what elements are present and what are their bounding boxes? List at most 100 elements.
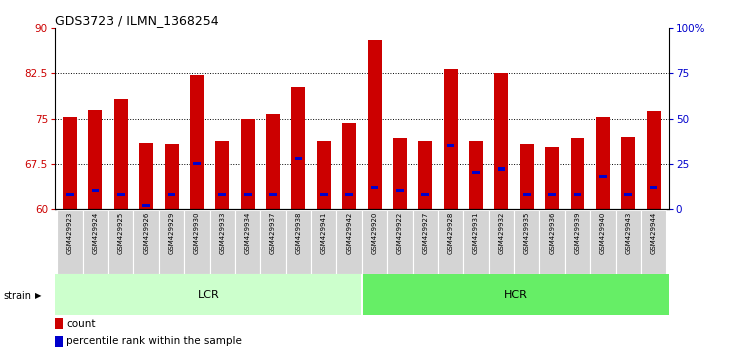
Text: GSM429935: GSM429935 — [524, 211, 530, 254]
Bar — [393, 138, 407, 209]
Bar — [108, 210, 134, 274]
Bar — [240, 119, 254, 209]
Text: LCR: LCR — [197, 290, 219, 300]
Bar — [494, 74, 508, 209]
Text: GSM429931: GSM429931 — [473, 211, 479, 254]
Bar — [387, 210, 412, 274]
Bar — [616, 210, 641, 274]
Bar — [269, 193, 277, 196]
Bar — [472, 171, 480, 175]
Text: GSM429923: GSM429923 — [67, 211, 73, 254]
Bar — [463, 210, 489, 274]
Bar — [260, 210, 286, 274]
Bar — [164, 144, 178, 209]
Bar — [596, 118, 610, 209]
Bar — [498, 167, 505, 171]
Bar — [83, 210, 108, 274]
Bar — [266, 114, 280, 209]
Bar — [134, 210, 159, 274]
Bar — [523, 193, 531, 196]
Text: GSM429939: GSM429939 — [575, 211, 580, 254]
Bar — [190, 75, 204, 209]
Text: GSM429943: GSM429943 — [625, 211, 632, 254]
Bar — [371, 185, 379, 189]
Text: count: count — [66, 319, 95, 329]
Bar — [286, 210, 311, 274]
Bar — [88, 110, 102, 209]
Bar — [91, 189, 99, 193]
Bar — [469, 142, 483, 209]
Bar — [362, 210, 387, 274]
Bar — [447, 144, 455, 147]
Bar — [67, 193, 74, 196]
Bar — [418, 142, 432, 209]
Bar — [63, 118, 77, 209]
Text: GSM429920: GSM429920 — [371, 211, 377, 254]
Bar — [311, 210, 336, 274]
Bar — [412, 210, 438, 274]
Text: ▶: ▶ — [35, 291, 42, 300]
Bar — [624, 193, 632, 196]
Bar — [514, 210, 539, 274]
Text: strain: strain — [4, 291, 31, 301]
Bar — [219, 193, 226, 196]
Bar — [55, 336, 63, 347]
Bar — [292, 87, 306, 209]
Bar — [647, 112, 661, 209]
Text: GSM429924: GSM429924 — [92, 211, 99, 254]
Text: GSM429929: GSM429929 — [169, 211, 175, 254]
Text: GSM429940: GSM429940 — [600, 211, 606, 254]
Bar — [650, 185, 657, 189]
Bar — [159, 210, 184, 274]
Bar — [295, 157, 302, 160]
Bar — [184, 210, 210, 274]
Bar — [422, 193, 429, 196]
Text: GSM429944: GSM429944 — [651, 211, 656, 254]
Bar — [565, 210, 590, 274]
Bar — [345, 193, 353, 196]
Text: GSM429934: GSM429934 — [245, 211, 251, 254]
Bar — [193, 162, 201, 165]
Bar — [342, 124, 356, 209]
Text: GSM429938: GSM429938 — [295, 211, 301, 254]
Bar — [363, 274, 669, 315]
Bar — [317, 142, 330, 209]
Text: GSM429930: GSM429930 — [194, 211, 200, 254]
Bar — [57, 210, 83, 274]
Bar — [599, 175, 607, 178]
Bar — [210, 210, 235, 274]
Bar — [55, 274, 360, 315]
Text: GSM429932: GSM429932 — [499, 211, 504, 254]
Bar — [570, 138, 585, 209]
Bar — [235, 210, 260, 274]
Text: GSM429922: GSM429922 — [397, 211, 403, 254]
Bar — [396, 189, 404, 193]
Text: percentile rank within the sample: percentile rank within the sample — [66, 336, 242, 346]
Text: GSM429927: GSM429927 — [423, 211, 428, 254]
Bar — [520, 144, 534, 209]
Bar — [216, 142, 230, 209]
Bar — [244, 193, 251, 196]
Bar — [114, 99, 128, 209]
Text: GSM429928: GSM429928 — [447, 211, 454, 254]
Text: HCR: HCR — [504, 290, 527, 300]
Bar — [590, 210, 616, 274]
Bar — [143, 204, 150, 207]
Bar — [444, 69, 458, 209]
Bar — [539, 210, 565, 274]
Bar — [489, 210, 514, 274]
Bar — [641, 210, 667, 274]
Bar — [139, 143, 154, 209]
Bar — [574, 193, 581, 196]
Bar — [438, 210, 463, 274]
Text: GSM429941: GSM429941 — [321, 211, 327, 254]
Bar — [55, 318, 63, 329]
Text: GDS3723 / ILMN_1368254: GDS3723 / ILMN_1368254 — [55, 14, 219, 27]
Bar — [320, 193, 327, 196]
Bar — [167, 193, 175, 196]
Bar — [336, 210, 362, 274]
Bar — [545, 148, 559, 209]
Bar — [621, 137, 635, 209]
Text: GSM429925: GSM429925 — [118, 211, 124, 254]
Text: GSM429926: GSM429926 — [143, 211, 149, 254]
